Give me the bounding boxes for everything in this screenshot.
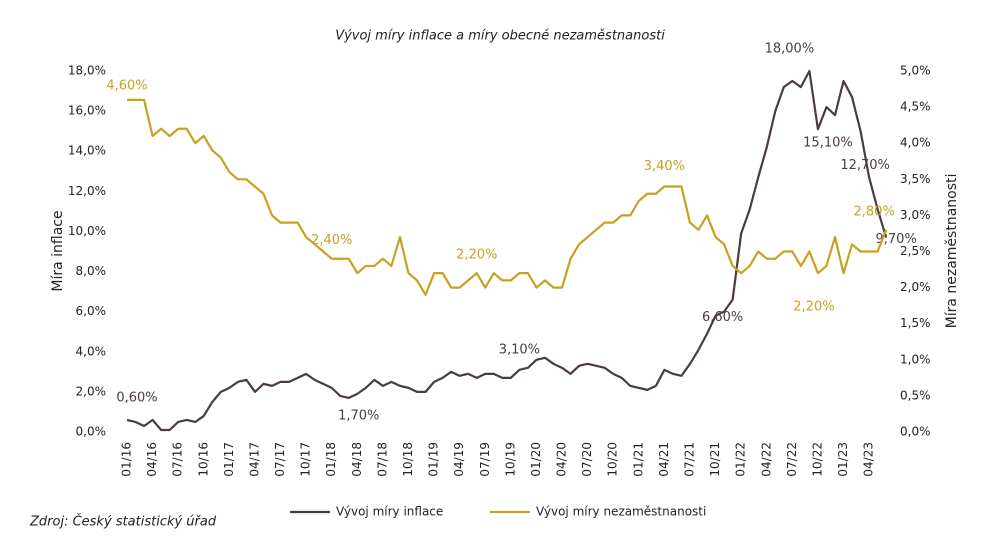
data-label: 4,60%	[106, 78, 147, 93]
y-tick-label: 14,0%	[68, 144, 106, 158]
x-tick-label: 10/20	[606, 442, 620, 477]
x-tick-label: 01/16	[120, 442, 134, 477]
x-tick-label: 01/19	[427, 442, 441, 477]
y-tick-label: 0,0%	[76, 425, 107, 439]
y2-tick-label: 5,0%	[900, 64, 931, 78]
x-tick-label: 10/19	[503, 442, 517, 477]
x-tick-label: 07/16	[171, 442, 185, 477]
x-tick-label: 10/17	[299, 442, 313, 477]
x-tick-label: 10/21	[708, 442, 722, 477]
data-label: 3,10%	[499, 342, 540, 357]
source-note: Zdroj: Český statistický úřad	[29, 514, 217, 530]
data-label: 18,00%	[765, 42, 815, 57]
x-tick-label: 10/18	[401, 442, 415, 477]
x-tick-label: 04/23	[862, 442, 876, 477]
series-line	[126, 69, 888, 432]
data-label: 6,60%	[702, 310, 743, 325]
x-tick-label: 01/22	[734, 442, 748, 477]
x-tick-label: 04/17	[247, 442, 261, 477]
y2-tick-label: 1,5%	[900, 316, 931, 330]
x-tick-label: 07/21	[682, 442, 696, 477]
x-tick-label: 01/17	[222, 442, 236, 477]
y-tick-label: 10,0%	[68, 224, 106, 238]
x-tick-label: 04/19	[452, 442, 466, 477]
y-tick-label: 8,0%	[76, 264, 107, 278]
y2-tick-label: 3,0%	[900, 208, 931, 222]
x-tick-label: 07/22	[785, 442, 799, 477]
y2-tick-label: 1,0%	[900, 352, 931, 366]
legend-label: Vývoj míry inflace	[336, 505, 443, 519]
y-tick-label: 16,0%	[68, 104, 106, 118]
x-tick-label: 07/20	[580, 442, 594, 477]
chart-title: Vývoj míry inflace a míry obecné nezaměs…	[335, 29, 665, 44]
data-label: 15,10%	[803, 136, 853, 151]
data-label: 0,60%	[116, 390, 157, 405]
data-label: 1,70%	[338, 408, 379, 423]
y-tick-label: 2,0%	[76, 384, 107, 398]
y2-tick-label: 2,5%	[900, 244, 931, 258]
data-label: 2,20%	[456, 248, 497, 263]
y2-tick-label: 3,5%	[900, 172, 931, 186]
y2-tick-label: 4,0%	[900, 136, 931, 150]
x-tick-label: 10/16	[196, 442, 210, 477]
y-axis-title: Míra inflace	[50, 210, 66, 291]
x-tick-label: 04/16	[145, 442, 159, 477]
data-label: 12,70%	[840, 158, 890, 173]
x-tick-label: 07/18	[375, 442, 389, 477]
y2-tick-label: 4,5%	[900, 100, 931, 114]
x-tick-label: 07/19	[478, 442, 492, 477]
x-tick-label: 01/23	[836, 442, 850, 477]
x-tick-label: 01/21	[631, 442, 645, 477]
y2-tick-label: 2,0%	[900, 280, 931, 294]
x-tick-label: 07/17	[273, 442, 287, 477]
y-tick-label: 6,0%	[76, 304, 107, 318]
legend-label: Vývoj míry nezaměstnanosti	[536, 505, 706, 519]
y2-axis-title: Míra nezaměstnanosti	[944, 174, 960, 329]
data-label: 2,80%	[854, 204, 895, 219]
x-tick-label: 01/20	[529, 442, 543, 477]
data-label: 2,40%	[311, 233, 352, 248]
y-tick-label: 18,0%	[68, 64, 106, 78]
y2-tick-label: 0,5%	[900, 388, 931, 402]
x-tick-label: 04/18	[350, 442, 364, 477]
x-tick-label: 01/18	[324, 442, 338, 477]
data-label: 9,70%	[876, 232, 917, 247]
x-tick-label: 10/22	[810, 442, 824, 477]
x-tick-label: 04/20	[555, 442, 569, 477]
x-tick-label: 04/22	[759, 442, 773, 477]
y2-tick-label: 0,0%	[900, 425, 931, 439]
y-tick-label: 4,0%	[76, 344, 107, 358]
x-tick-label: 04/21	[657, 442, 671, 477]
y-tick-label: 12,0%	[68, 184, 106, 198]
data-label: 2,20%	[793, 300, 834, 315]
series-line	[127, 98, 888, 296]
data-label: 3,40%	[644, 159, 685, 174]
